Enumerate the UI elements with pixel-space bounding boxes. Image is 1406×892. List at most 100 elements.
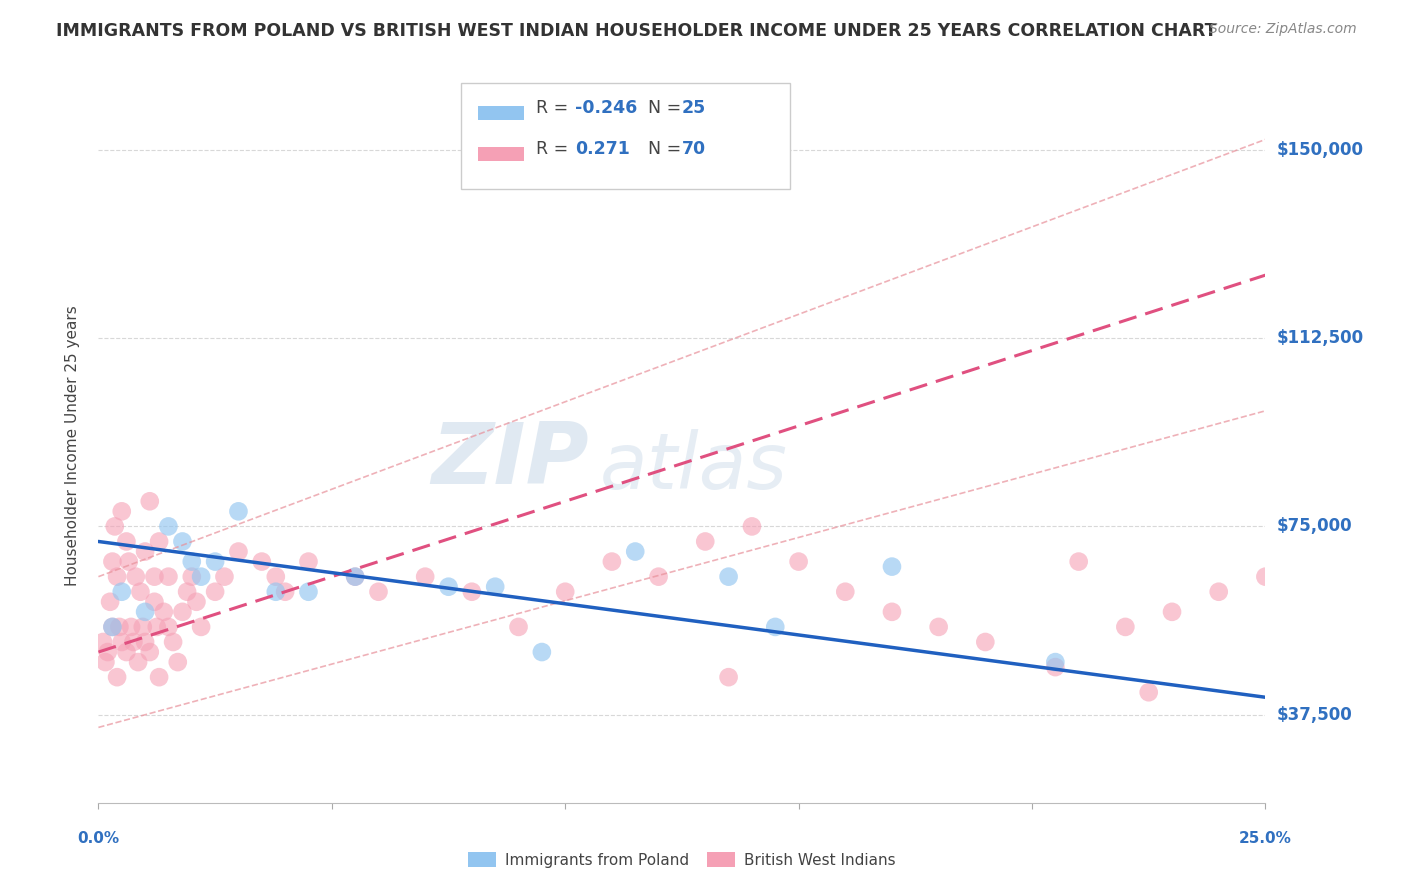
Point xyxy=(172,605,194,619)
Point xyxy=(974,635,997,649)
Point xyxy=(139,494,162,508)
Point xyxy=(264,584,287,599)
Point xyxy=(297,584,319,599)
Point xyxy=(176,584,198,599)
Point xyxy=(98,595,121,609)
Legend: Immigrants from Poland, British West Indians: Immigrants from Poland, British West Ind… xyxy=(463,846,901,873)
Y-axis label: Householder Income Under 25 years: Householder Income Under 25 years xyxy=(65,306,80,586)
Point xyxy=(157,620,180,634)
Point xyxy=(190,620,212,634)
Point xyxy=(146,620,169,634)
Point xyxy=(180,569,202,583)
Point xyxy=(1137,685,1160,699)
Point xyxy=(228,504,250,518)
Point xyxy=(928,620,950,634)
Point xyxy=(274,584,297,599)
Point xyxy=(834,584,856,599)
Point xyxy=(1114,620,1136,634)
Point xyxy=(204,584,226,599)
Text: 0.271: 0.271 xyxy=(575,140,630,158)
Point xyxy=(530,645,553,659)
Point xyxy=(97,645,120,659)
Point xyxy=(228,544,250,558)
Point xyxy=(139,645,162,659)
Text: 25: 25 xyxy=(682,99,706,117)
Point xyxy=(134,635,156,649)
Point xyxy=(554,584,576,599)
Point xyxy=(214,569,236,583)
Point xyxy=(1254,569,1277,583)
Point xyxy=(647,569,669,583)
Point xyxy=(162,635,184,649)
Text: atlas: atlas xyxy=(600,429,789,506)
Point xyxy=(115,645,138,659)
Point xyxy=(111,635,134,649)
Point xyxy=(624,544,647,558)
Point xyxy=(125,569,148,583)
Point xyxy=(1067,555,1090,569)
Point xyxy=(129,584,152,599)
Text: -0.246: -0.246 xyxy=(575,99,637,117)
Point xyxy=(204,555,226,569)
Point xyxy=(1045,660,1067,674)
Point xyxy=(172,534,194,549)
Text: N =: N = xyxy=(637,140,686,158)
Point xyxy=(344,569,367,583)
Text: $112,500: $112,500 xyxy=(1277,329,1364,347)
Point xyxy=(115,534,138,549)
Point xyxy=(127,655,149,669)
Point xyxy=(741,519,763,533)
Point xyxy=(118,555,141,569)
Text: Source: ZipAtlas.com: Source: ZipAtlas.com xyxy=(1209,22,1357,37)
Text: $37,500: $37,500 xyxy=(1277,706,1353,723)
Point xyxy=(148,534,170,549)
Point xyxy=(1161,605,1184,619)
Point xyxy=(134,544,156,558)
Point xyxy=(880,559,903,574)
Point xyxy=(190,569,212,583)
Point xyxy=(1208,584,1230,599)
Point xyxy=(413,569,436,583)
Point xyxy=(297,555,319,569)
Point xyxy=(166,655,188,669)
Text: R =: R = xyxy=(536,140,579,158)
Point xyxy=(108,620,131,634)
Point xyxy=(91,635,114,649)
Text: 25.0%: 25.0% xyxy=(1239,830,1292,846)
Point xyxy=(101,620,124,634)
Point xyxy=(143,569,166,583)
Point xyxy=(157,519,180,533)
Point xyxy=(437,580,460,594)
Point xyxy=(717,569,740,583)
Point xyxy=(484,580,506,594)
Text: $75,000: $75,000 xyxy=(1277,517,1353,535)
Point xyxy=(152,605,174,619)
Text: N =: N = xyxy=(637,99,686,117)
Point xyxy=(763,620,786,634)
Point xyxy=(120,620,142,634)
Point xyxy=(264,569,287,583)
Text: $150,000: $150,000 xyxy=(1277,141,1364,159)
Point xyxy=(111,584,134,599)
Point xyxy=(143,595,166,609)
Point xyxy=(105,670,128,684)
Point xyxy=(787,555,810,569)
Point xyxy=(148,670,170,684)
Point xyxy=(344,569,367,583)
Point xyxy=(1045,655,1067,669)
Text: R =: R = xyxy=(536,99,574,117)
Point xyxy=(880,605,903,619)
Point xyxy=(111,504,134,518)
Point xyxy=(94,655,117,669)
Text: 0.0%: 0.0% xyxy=(77,830,120,846)
Point xyxy=(695,534,717,549)
Point xyxy=(132,620,155,634)
Point xyxy=(180,555,202,569)
Point xyxy=(134,605,156,619)
Point xyxy=(508,620,530,634)
Text: ZIP: ZIP xyxy=(430,418,589,502)
Point xyxy=(250,555,273,569)
Text: 70: 70 xyxy=(682,140,706,158)
Point xyxy=(600,555,623,569)
Point xyxy=(367,584,389,599)
